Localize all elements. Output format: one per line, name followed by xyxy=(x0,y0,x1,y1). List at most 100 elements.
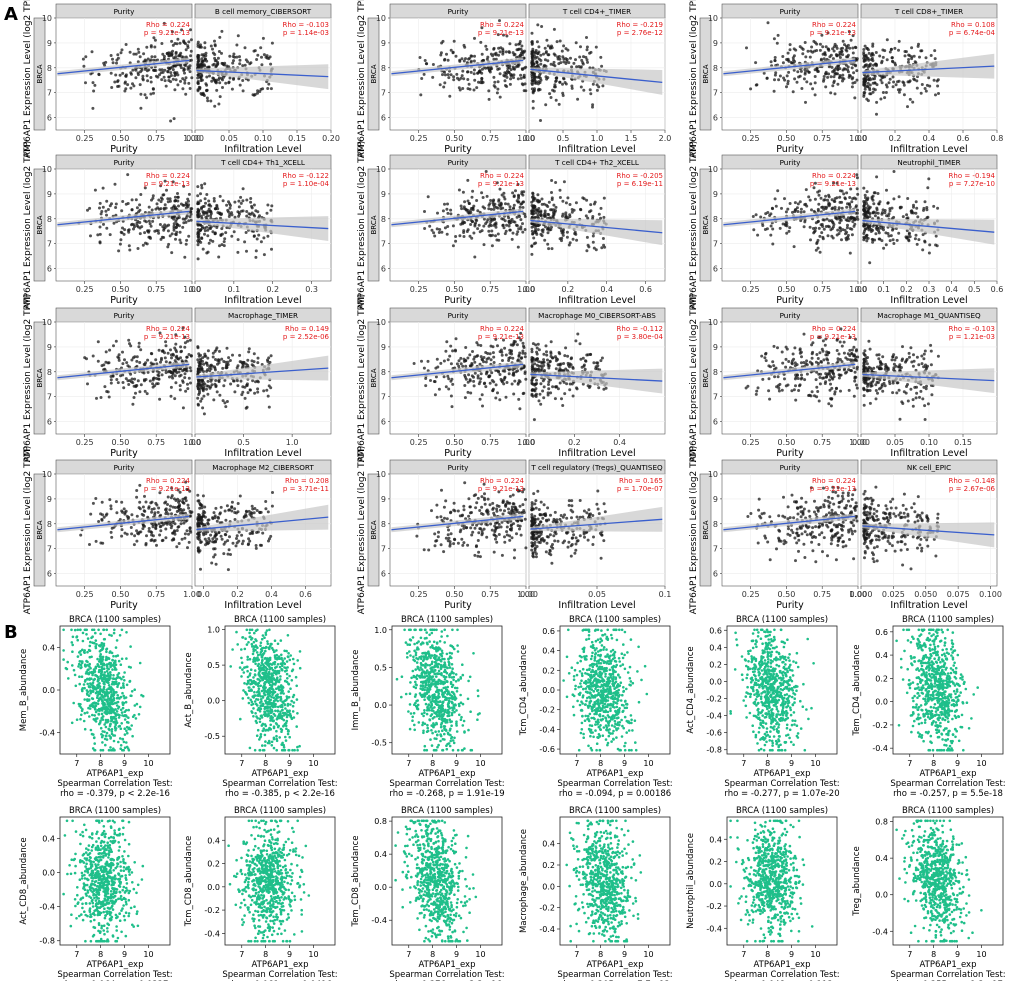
data-point xyxy=(505,223,509,227)
data-point xyxy=(848,46,852,50)
data-point xyxy=(93,188,97,192)
data-point xyxy=(449,394,453,398)
side-strip-label: BRCA xyxy=(36,64,44,83)
x-axis-label-purity: Purity xyxy=(110,295,138,306)
data-point xyxy=(225,64,229,68)
data-point xyxy=(842,192,846,196)
data-point xyxy=(464,57,467,61)
data-point xyxy=(835,349,839,352)
x-axis-label-purity: Purity xyxy=(776,144,804,155)
data-point xyxy=(518,205,522,209)
y-tick-label: 7 xyxy=(381,240,386,249)
data-point xyxy=(549,46,552,50)
data-point xyxy=(213,104,217,108)
data-point xyxy=(147,68,151,72)
data-point xyxy=(838,189,842,193)
data-point xyxy=(492,84,496,88)
data-point xyxy=(186,67,190,71)
data-point xyxy=(144,220,148,224)
data-point xyxy=(926,215,930,219)
data-point xyxy=(470,195,474,199)
data-point xyxy=(224,81,228,85)
data-point xyxy=(465,230,469,233)
data-point xyxy=(486,218,490,222)
data-point xyxy=(429,379,432,382)
data-point xyxy=(475,341,479,345)
data-point xyxy=(518,215,522,218)
data-point xyxy=(902,83,906,87)
data-point xyxy=(111,61,115,65)
data-point xyxy=(566,354,570,358)
data-point xyxy=(175,350,178,354)
data-point xyxy=(174,237,177,241)
data-point xyxy=(472,384,476,388)
data-point xyxy=(185,204,189,208)
data-point xyxy=(852,224,856,228)
data-point xyxy=(786,82,790,86)
data-point xyxy=(138,203,142,207)
data-point xyxy=(467,373,471,377)
x-tick-label: 0.3 xyxy=(923,285,936,294)
data-point xyxy=(267,57,271,60)
x-tick-label: 0.50 xyxy=(112,285,130,294)
data-point xyxy=(178,230,182,234)
facet-strip-label: Purity xyxy=(448,311,470,320)
data-point xyxy=(176,199,180,203)
data-point xyxy=(101,205,105,209)
data-point xyxy=(829,75,833,79)
data-point xyxy=(108,204,112,208)
data-point xyxy=(883,75,887,79)
data-point xyxy=(99,396,103,399)
data-point xyxy=(173,199,177,203)
data-point xyxy=(907,80,911,84)
regression-line xyxy=(391,59,524,75)
data-point xyxy=(100,364,104,368)
data-point xyxy=(828,378,832,382)
data-point xyxy=(890,56,894,60)
data-point xyxy=(163,351,166,355)
data-point xyxy=(458,234,462,238)
data-point xyxy=(231,61,235,65)
data-point xyxy=(519,76,523,80)
data-point xyxy=(136,60,140,64)
data-point xyxy=(151,194,155,198)
data-point xyxy=(846,68,850,72)
x-tick-label: 0.5 xyxy=(557,134,570,143)
data-point xyxy=(586,243,590,247)
data-point xyxy=(443,73,447,77)
data-point xyxy=(538,88,542,92)
data-point xyxy=(164,84,168,88)
data-point xyxy=(799,361,803,365)
data-point xyxy=(773,59,777,63)
data-point xyxy=(206,99,210,103)
data-point xyxy=(422,366,426,370)
data-point xyxy=(541,228,545,232)
data-point xyxy=(805,204,809,208)
data-point xyxy=(777,389,781,393)
data-point xyxy=(135,221,139,225)
data-point xyxy=(855,78,859,82)
data-point xyxy=(816,207,820,211)
data-point xyxy=(523,355,527,359)
data-point xyxy=(210,79,214,83)
data-point xyxy=(262,53,266,57)
data-point xyxy=(221,366,225,370)
data-point xyxy=(196,194,200,198)
data-point xyxy=(518,407,522,411)
p-value-label: p = 7.27e-10 xyxy=(949,180,995,188)
y-tick-label: 9 xyxy=(713,39,718,48)
data-point xyxy=(236,250,240,254)
data-point xyxy=(927,177,931,181)
data-point xyxy=(441,209,445,213)
data-point xyxy=(595,88,599,92)
data-point xyxy=(773,56,777,59)
data-point xyxy=(452,75,456,79)
data-point xyxy=(542,364,546,367)
data-point xyxy=(544,103,548,107)
data-point xyxy=(484,44,488,48)
data-point xyxy=(793,377,797,381)
data-point xyxy=(196,62,200,66)
data-point xyxy=(830,65,834,69)
data-point xyxy=(215,205,219,209)
data-point xyxy=(539,382,543,386)
